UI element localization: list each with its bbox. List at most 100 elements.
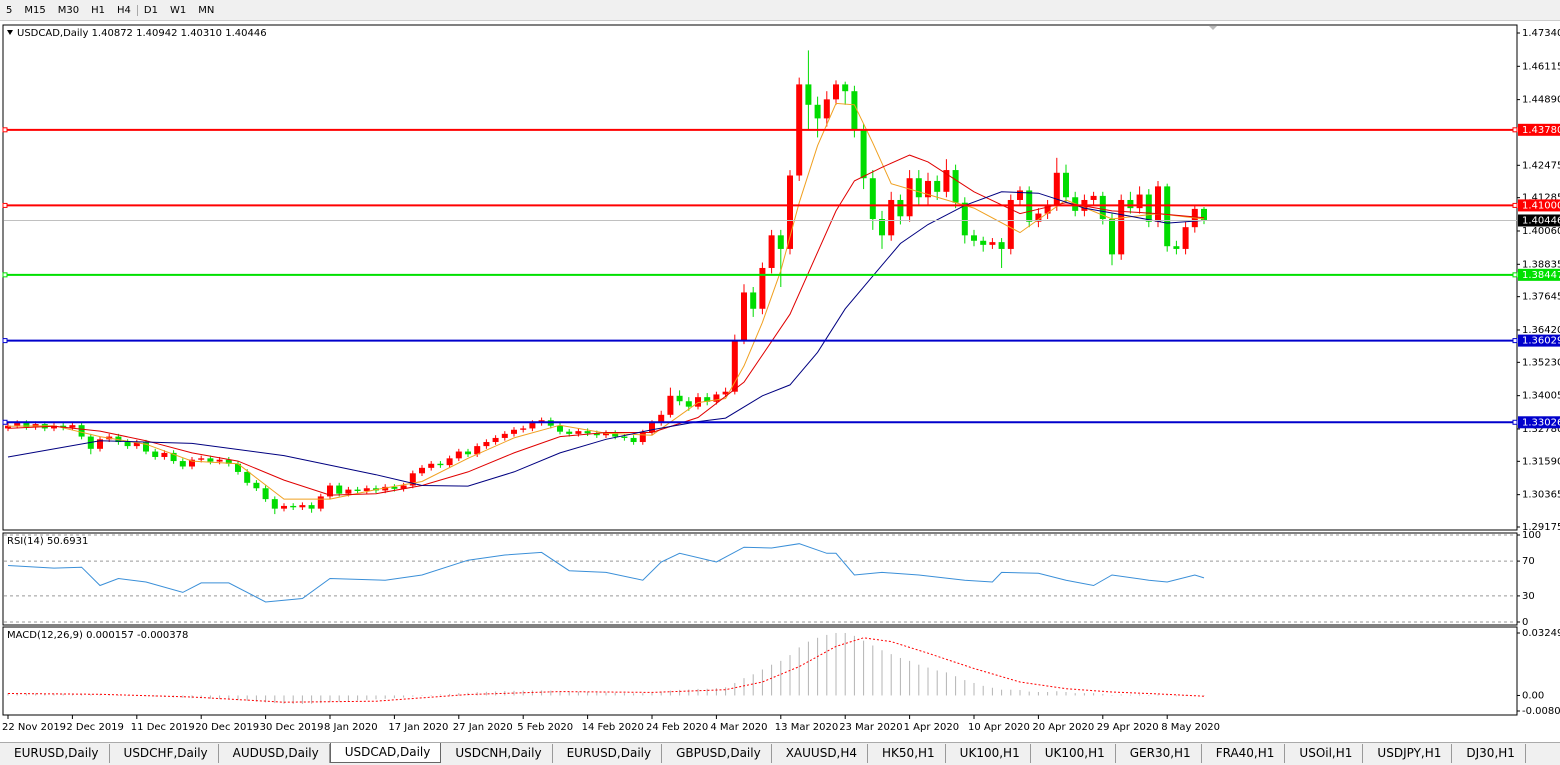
chart-tab[interactable]: USDCNH,Daily <box>441 744 553 763</box>
candle-body <box>419 467 425 474</box>
chart-tab[interactable]: AUDUSD,Daily <box>219 744 330 763</box>
x-tick-label: 22 Nov 2019 <box>2 722 66 733</box>
macd-bar <box>384 695 386 699</box>
timeframe-button[interactable]: H1 <box>91 4 105 16</box>
macd-bar <box>485 691 487 696</box>
candle-body <box>428 463 435 468</box>
timeframe-toolbar: 5 M15 M30 H1 H4 D1 W1 MN <box>0 0 1560 21</box>
candle-body <box>51 425 57 429</box>
macd-bar <box>706 688 708 696</box>
macd-bar <box>752 674 754 696</box>
macd-bar <box>660 691 662 696</box>
y-tick-label: 1.38835 <box>1522 259 1560 270</box>
candle-body <box>14 422 21 426</box>
level-handle <box>2 338 8 344</box>
macd-bar <box>964 680 966 696</box>
candle-body <box>741 292 747 342</box>
macd-bar <box>568 691 570 696</box>
x-tick-label: 20 Apr 2020 <box>1032 722 1094 733</box>
chart-tab[interactable]: USDCAD,Daily <box>329 743 442 763</box>
macd-bar <box>255 695 257 702</box>
rsi-header: RSI(14) 50.6931 <box>7 536 88 547</box>
macd-bar <box>725 687 727 696</box>
candle-body <box>658 414 665 423</box>
y-tick-label: 1.47340 <box>1522 28 1560 39</box>
x-tick-label: 5 Feb 2020 <box>517 722 573 733</box>
level-handle <box>1512 202 1518 208</box>
timeframe-button[interactable]: M15 <box>24 4 46 16</box>
chart-tab[interactable]: GBPUSD,Daily <box>662 744 772 763</box>
candle-body <box>851 91 858 130</box>
macd-bar <box>826 634 828 696</box>
chart-tab[interactable]: USOil,H1 <box>1285 744 1364 763</box>
macd-bar <box>872 645 874 696</box>
macd-bar <box>366 695 368 700</box>
level-label: 1.33026 <box>1522 417 1560 428</box>
macd-bar <box>577 691 579 696</box>
candle-body <box>823 99 830 119</box>
x-tick-label: 23 Mar 2020 <box>839 722 902 733</box>
chart-tab[interactable]: USDCHF,Daily <box>110 744 219 763</box>
macd-bar <box>853 635 855 696</box>
macd-bar <box>1065 691 1067 696</box>
macd-bar <box>117 695 119 696</box>
chart-tab[interactable]: USDJPY,H1 <box>1363 744 1453 763</box>
chart-tab[interactable]: UK100,H1 <box>1031 744 1116 763</box>
timeframe-button[interactable]: 5 <box>6 4 13 16</box>
candle-body <box>952 170 959 203</box>
chart-tab[interactable]: EURUSD,Daily <box>0 744 110 763</box>
candle-body <box>787 175 793 249</box>
candle-body <box>400 485 407 489</box>
candle-body <box>603 433 609 436</box>
candle-body <box>216 459 223 462</box>
macd-bar <box>614 692 616 696</box>
macd-bar <box>338 695 340 702</box>
y-tick-label: 70 <box>1522 556 1535 567</box>
chart-tab[interactable]: DJ30,H1 <box>1452 744 1526 763</box>
y-tick-label: 1.30365 <box>1522 490 1560 501</box>
candle-body <box>676 395 683 402</box>
macd-bar <box>798 647 800 696</box>
candle-body <box>1173 246 1180 249</box>
macd-bar <box>1175 695 1177 697</box>
x-tick-label: 14 Feb 2020 <box>582 722 644 733</box>
timeframe-button[interactable]: MN <box>198 4 215 16</box>
candle-body <box>1053 172 1060 206</box>
candle-body <box>685 401 692 407</box>
candle-body <box>244 471 251 483</box>
timeframe-button[interactable]: W1 <box>169 4 187 16</box>
candle-body <box>1063 172 1069 198</box>
candle-body <box>198 458 205 460</box>
macd-frame <box>2 626 1518 716</box>
macd-bar <box>1037 691 1039 696</box>
menu-arrow[interactable] <box>7 30 13 35</box>
timeframe-button[interactable]: M30 <box>57 4 80 16</box>
macd-bar <box>890 654 892 696</box>
level-label: 1.38447 <box>1522 270 1560 281</box>
macd-bar <box>1047 691 1049 696</box>
macd-bar <box>393 695 395 699</box>
chart-tab[interactable]: UK100,H1 <box>946 744 1031 763</box>
timeframe-button[interactable]: D1 <box>136 4 164 16</box>
chart-tab[interactable]: XAUUSD,H4 <box>772 744 869 763</box>
candle-body <box>317 496 324 509</box>
candle-body <box>354 489 361 491</box>
y-tick-label: 1.41285 <box>1522 193 1560 204</box>
chart-tab[interactable]: FRA40,H1 <box>1202 744 1286 763</box>
rsi-frame <box>2 532 1518 626</box>
timeframe-button[interactable]: H4 <box>116 4 131 16</box>
candle-body <box>777 235 784 249</box>
macd-bar <box>669 690 671 696</box>
candle-body <box>833 84 839 100</box>
x-tick-label: 30 Dec 2019 <box>260 722 324 733</box>
candle-body <box>271 499 278 509</box>
chart-tab[interactable]: HK50,H1 <box>868 744 946 763</box>
y-tick-label: 30 <box>1522 591 1535 602</box>
rsi-value: 50.6931 <box>47 536 88 547</box>
candle-body <box>511 429 517 434</box>
macd-bar <box>541 690 543 696</box>
chart-tab[interactable]: GER30,H1 <box>1116 744 1202 763</box>
macd-bar <box>311 695 313 704</box>
chart-tab[interactable]: EURUSD,Daily <box>553 744 663 763</box>
candle-body <box>23 422 30 428</box>
